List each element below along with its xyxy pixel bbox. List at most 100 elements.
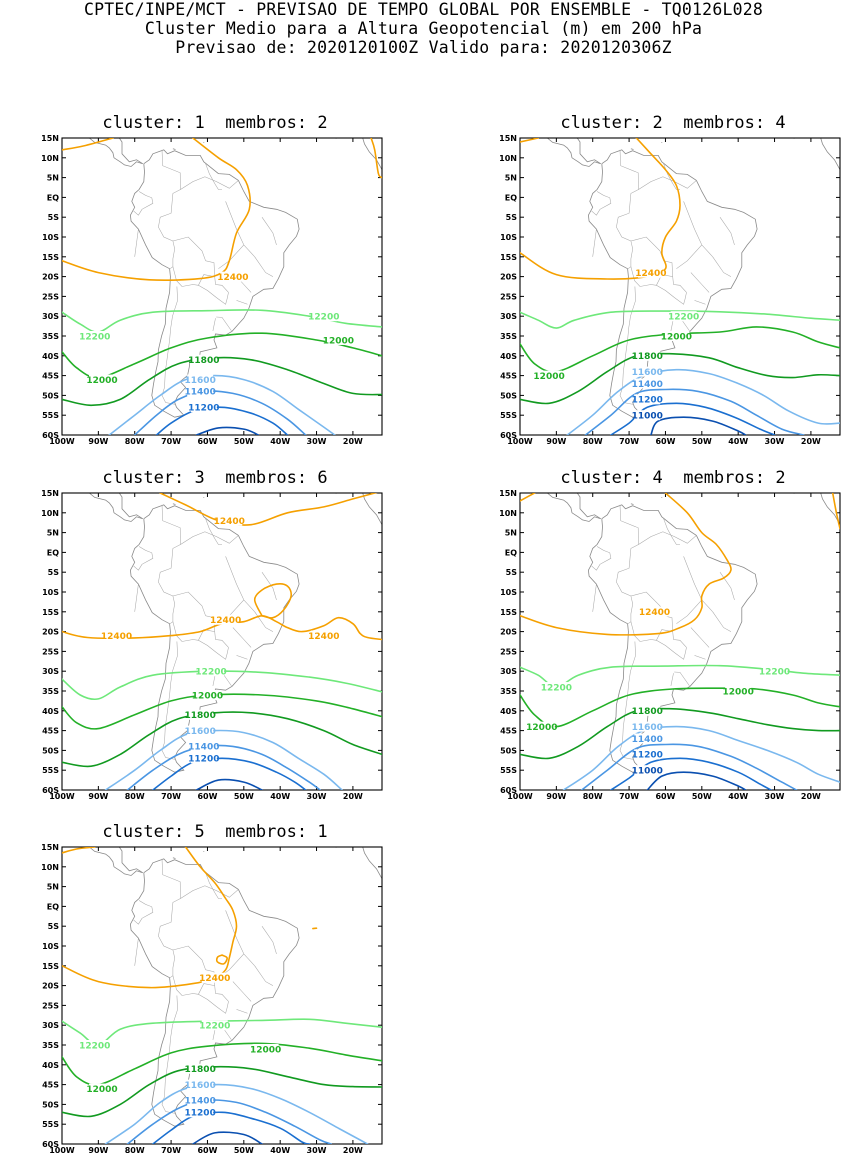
- contour-11400-0: [586, 389, 804, 435]
- border-17: [691, 273, 709, 293]
- contour-label: 12200: [199, 1022, 230, 1032]
- contour-label: 11600: [185, 1081, 216, 1091]
- lat-tick-label: EQ: [47, 193, 59, 202]
- lat-tick-label: 5N: [47, 529, 59, 538]
- contours: [62, 847, 382, 1144]
- map-frame: [520, 493, 840, 790]
- border-18: [237, 300, 248, 304]
- lat-tick-label: 40S: [500, 352, 517, 361]
- lat-tick-label: 15S: [42, 253, 59, 262]
- lat-tick-label: 55S: [500, 766, 517, 775]
- border-7: [198, 640, 228, 659]
- lat-tick-label: 10N: [41, 509, 59, 518]
- contour-11000-0: [193, 1132, 262, 1144]
- contour-11600-0: [564, 727, 840, 790]
- contour-label: 11800: [632, 707, 663, 717]
- lat-tick-label: 5S: [48, 922, 60, 931]
- map-plot: 15N10N5NEQ5S10S15S20S25S30S35S40S45S50S5…: [20, 490, 410, 815]
- lat-tick-label: 45S: [500, 372, 517, 381]
- coastline-0: [588, 150, 757, 417]
- lat-tick-label: 15S: [42, 608, 59, 617]
- land-features: [520, 133, 840, 417]
- contour-12000-0: [520, 688, 840, 726]
- lat-tick-label: 20S: [42, 273, 59, 282]
- lat-tick-label: 10N: [41, 863, 59, 872]
- lon-tick-label: 30W: [765, 437, 785, 446]
- border-0: [616, 505, 638, 596]
- contour-label: 12200: [79, 1041, 110, 1051]
- lat-tick-label: 35S: [42, 332, 59, 341]
- lon-tick-label: 60W: [197, 1146, 217, 1155]
- border-11: [213, 318, 216, 331]
- lon-tick-label: 90W: [546, 792, 566, 801]
- lon-tick-label: 50W: [692, 437, 712, 446]
- lat-tick-label: 5N: [47, 174, 59, 183]
- lat-tick-label: 25S: [500, 292, 517, 301]
- contour-label: 11600: [632, 723, 663, 733]
- lon-tick-label: 20W: [801, 792, 821, 801]
- contour-label: 12000: [533, 372, 564, 382]
- lat-tick-label: 25S: [42, 647, 59, 656]
- contour-label: 12400: [308, 632, 339, 642]
- lat-tick-label: 20S: [500, 628, 517, 637]
- figure-header: CPTEC/INPE/MCT - PREVISAO DE TEMPO GLOBA…: [0, 0, 847, 57]
- border-8: [215, 632, 229, 648]
- border-9: [674, 672, 689, 686]
- lon-tick-label: 90W: [88, 1146, 108, 1155]
- contour-label: 12200: [668, 313, 699, 323]
- lon-tick-label: 100W: [49, 1146, 75, 1155]
- lat-tick-label: 10S: [500, 233, 517, 242]
- contour-label: 11400: [188, 743, 219, 753]
- lat-tick-label: 15S: [500, 253, 517, 262]
- lon-tick-label: 50W: [234, 437, 254, 446]
- lat-tick-label: 5N: [505, 174, 517, 183]
- lon-tick-label: 60W: [655, 437, 675, 446]
- border-13: [226, 201, 255, 256]
- lon-tick-label: 100W: [49, 437, 75, 446]
- lat-tick-label: EQ: [505, 548, 517, 557]
- contour-label: 11200: [185, 1109, 216, 1119]
- border-12: [135, 584, 139, 612]
- lat-tick-label: 15N: [499, 134, 517, 143]
- lat-tick-label: 10S: [42, 588, 59, 597]
- contour-12400-1: [62, 138, 250, 280]
- contour-label: 11400: [632, 380, 663, 390]
- lat-tick-label: 35S: [42, 1041, 59, 1050]
- border-4: [170, 241, 175, 269]
- border-1: [639, 177, 697, 190]
- lat-tick-label: 5S: [48, 213, 60, 222]
- border-2: [664, 519, 680, 545]
- border-14: [676, 600, 701, 624]
- lat-tick-label: 40S: [42, 1061, 59, 1070]
- contour-label: 11400: [632, 735, 663, 745]
- lon-tick-label: 80W: [125, 1146, 145, 1155]
- contour-label: 12400: [101, 632, 132, 642]
- border-15: [262, 217, 277, 245]
- border-12: [135, 938, 139, 966]
- contour-11800-0: [520, 354, 840, 404]
- lon-tick-label: 90W: [546, 437, 566, 446]
- lon-tick-label: 70W: [619, 437, 639, 446]
- border-18: [695, 300, 706, 304]
- lon-tick-label: 40W: [728, 437, 748, 446]
- contour-12400-0: [62, 847, 95, 853]
- contour-label: 11800: [185, 1065, 216, 1075]
- header-dates: Previsao de: 2020120100Z Valido para: 20…: [0, 38, 847, 57]
- contour-label: 11000: [632, 412, 663, 422]
- border-1: [181, 177, 239, 190]
- lat-tick-label: 10S: [500, 588, 517, 597]
- contour-label: 12200: [79, 332, 110, 342]
- contour-label: 11600: [185, 727, 216, 737]
- panel-title: cluster: 4 membros: 2: [478, 468, 847, 488]
- lat-tick-label: 35S: [500, 687, 517, 696]
- lon-tick-label: 30W: [765, 792, 785, 801]
- contour-11600-0: [567, 370, 840, 435]
- border-4: [628, 241, 633, 269]
- lat-tick-label: 55S: [42, 766, 59, 775]
- lat-tick-label: 40S: [500, 707, 517, 716]
- border-16: [713, 257, 731, 277]
- lat-tick-label: 55S: [42, 411, 59, 420]
- border-8: [673, 632, 687, 648]
- lat-tick-label: 30S: [42, 1021, 59, 1030]
